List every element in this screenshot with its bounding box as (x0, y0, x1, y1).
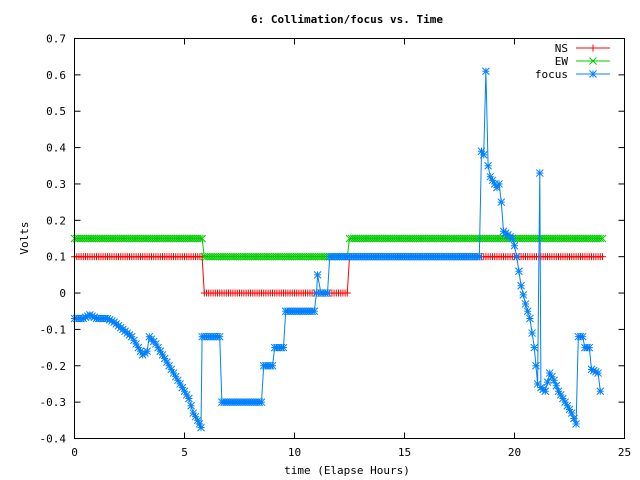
data-point (519, 291, 528, 299)
data-point (530, 343, 539, 352)
data-point (484, 161, 492, 170)
y-tick-label: 0.1 (46, 251, 66, 264)
data-point (508, 234, 517, 243)
data-point (495, 180, 503, 188)
legend-marker (589, 44, 597, 52)
data-point (257, 398, 266, 406)
series-focus (70, 67, 605, 432)
legend-label: focus (535, 68, 568, 81)
data-point (532, 361, 540, 370)
y-tick-label: 0.5 (46, 105, 66, 118)
legend-label: EW (555, 55, 569, 68)
series-line-focus (74, 71, 601, 428)
data-point (578, 332, 587, 341)
data-point (198, 234, 206, 243)
data-point (497, 198, 506, 206)
data-point (197, 423, 205, 432)
data-point (521, 300, 530, 308)
y-tick-label: 0.6 (46, 69, 66, 82)
y-axis-label: Volts (18, 221, 31, 254)
data-point (585, 343, 594, 352)
x-axis: 0 5 10 15 20 25 (71, 38, 631, 459)
data-point (482, 67, 490, 76)
legend-label: NS (555, 42, 568, 55)
data-point (310, 307, 319, 316)
data-point (313, 271, 322, 279)
data-point (526, 314, 534, 323)
data-point (323, 289, 332, 297)
data-point (598, 234, 607, 243)
y-tick-label: -0.3 (40, 396, 67, 409)
x-tick-label: 25 (618, 446, 631, 459)
x-tick-label: 15 (398, 446, 411, 459)
y-tick-label: 0 (59, 287, 66, 300)
x-tick-label: 10 (288, 446, 301, 459)
data-point (515, 267, 523, 276)
data-point (187, 401, 195, 410)
data-point (535, 169, 544, 177)
data-point (596, 234, 605, 243)
legend-marker (589, 57, 597, 65)
data-point (343, 289, 351, 297)
y-tick-label: 0.2 (46, 214, 66, 227)
data-point (517, 281, 525, 290)
y-axis: -0.4 -0.3 -0.2 -0.1 0 0.1 0.2 0.3 0.4 0.5 0.6 0.7 (40, 33, 625, 446)
chart-title: 6: Collimation/focus vs. Time (251, 13, 443, 26)
data-point (596, 387, 605, 396)
data-point (599, 253, 606, 261)
data-point (475, 252, 484, 261)
y-tick-label: 0.3 (46, 178, 66, 191)
y-tick-label: -0.1 (40, 323, 67, 336)
data-point (268, 361, 277, 370)
series-EW (70, 234, 607, 261)
data-point (512, 252, 521, 261)
data-point (479, 151, 488, 159)
data-point (196, 234, 204, 243)
data-point (185, 394, 193, 403)
data-point (523, 307, 532, 316)
data-point (572, 420, 580, 428)
data-point (559, 394, 567, 403)
data-point (163, 358, 171, 366)
data-point (279, 343, 288, 352)
x-axis-label: time (Elapse Hours) (284, 464, 410, 477)
data-point (543, 378, 552, 386)
data-point (215, 332, 224, 341)
y-tick-label: -0.2 (40, 360, 67, 373)
legend-marker (589, 70, 597, 78)
y-tick-label: 0.7 (46, 33, 66, 46)
y-tick-label: -0.4 (40, 433, 67, 446)
data-point (565, 405, 574, 414)
data-point (541, 387, 550, 396)
data-point (594, 369, 602, 377)
data-point (528, 329, 536, 337)
x-tick-label: 20 (508, 446, 521, 459)
data-point (174, 376, 182, 385)
x-tick-label: 0 (71, 446, 78, 459)
data-point (510, 241, 519, 250)
plot-frame (74, 38, 625, 439)
data-point (143, 347, 151, 356)
y-tick-label: 0.4 (46, 142, 66, 155)
x-tick-label: 5 (181, 446, 188, 459)
plot-area (70, 67, 607, 432)
